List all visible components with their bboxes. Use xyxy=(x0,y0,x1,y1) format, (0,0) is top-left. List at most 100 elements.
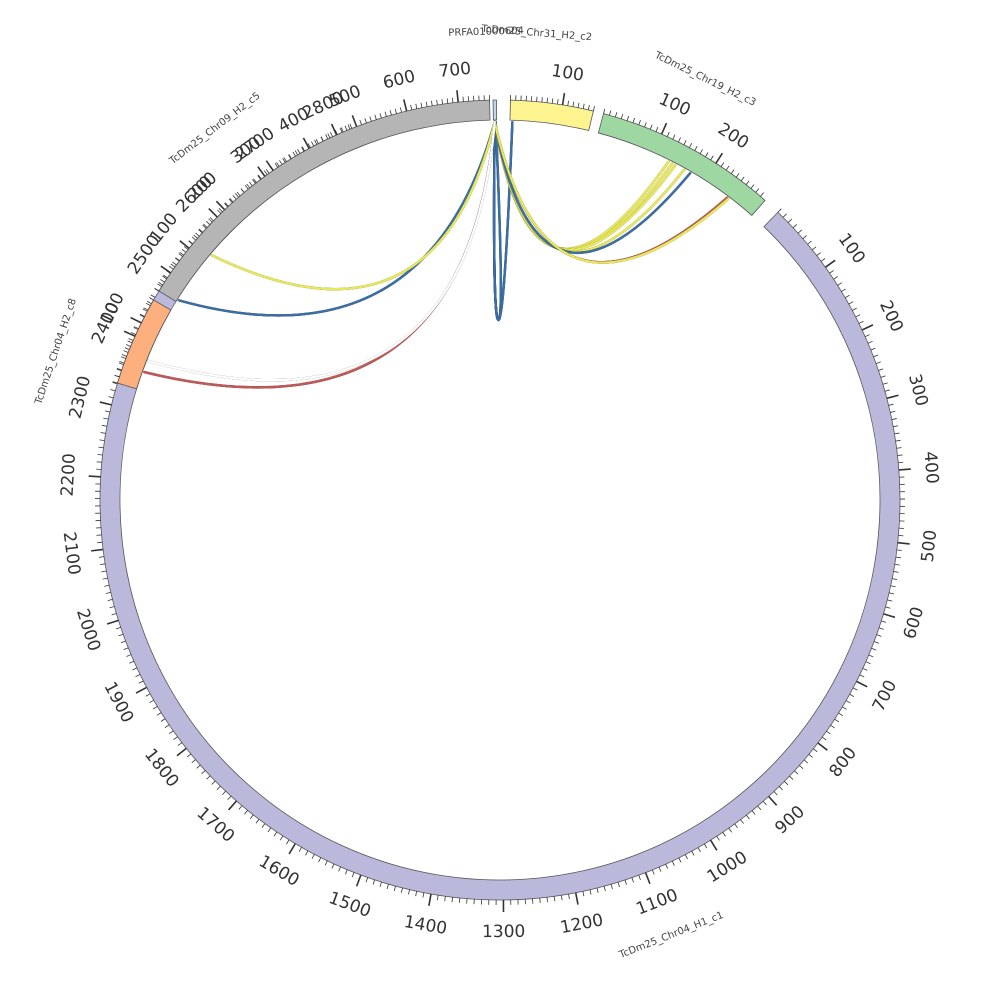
minor-tick xyxy=(892,578,898,580)
minor-tick xyxy=(838,712,843,717)
minor-tick xyxy=(890,410,896,413)
minor-tick xyxy=(311,854,315,859)
major-tick xyxy=(886,394,899,400)
minor-tick xyxy=(160,279,165,283)
minor-tick xyxy=(236,191,241,197)
minor-tick xyxy=(248,181,253,187)
minor-tick xyxy=(655,126,659,132)
minor-tick xyxy=(108,396,114,399)
minor-tick xyxy=(132,667,138,671)
minor-tick xyxy=(541,97,543,103)
minor-tick xyxy=(553,896,556,902)
minor-tick xyxy=(301,146,305,152)
major-tick xyxy=(897,541,910,545)
minor-tick xyxy=(114,374,120,378)
minor-tick xyxy=(415,103,418,109)
minor-tick xyxy=(875,361,881,364)
tick-label-c1: 400 xyxy=(920,451,942,485)
major-tick xyxy=(817,742,828,751)
minor-tick xyxy=(829,270,834,274)
tick-label-c1: 1500 xyxy=(326,888,374,922)
minor-tick xyxy=(273,831,278,837)
minor-tick xyxy=(246,183,251,189)
minor-tick xyxy=(379,881,382,887)
minor-tick xyxy=(458,897,461,903)
tick-label-c5: 500 xyxy=(326,82,363,112)
major-tick xyxy=(883,613,896,619)
minor-tick xyxy=(705,152,709,157)
minor-tick xyxy=(694,146,698,151)
tick-label-c1: 1700 xyxy=(193,803,239,847)
minor-tick xyxy=(610,884,613,890)
minor-tick xyxy=(325,134,329,140)
minor-tick xyxy=(359,119,362,125)
minor-tick xyxy=(626,115,630,121)
major-tick xyxy=(403,99,408,112)
minor-tick xyxy=(238,805,243,810)
minor-tick xyxy=(408,889,410,895)
minor-tick xyxy=(893,425,899,428)
minor-tick xyxy=(876,634,882,637)
major-tick xyxy=(715,152,724,164)
minor-tick xyxy=(868,654,874,658)
minor-tick xyxy=(257,175,261,180)
minor-tick xyxy=(830,724,835,729)
minor-tick xyxy=(349,123,353,129)
minor-tick xyxy=(596,887,599,894)
minor-tick xyxy=(331,863,335,869)
major-tick xyxy=(123,330,136,337)
minor-tick xyxy=(811,246,817,251)
link-12 xyxy=(147,120,496,382)
minor-tick xyxy=(603,108,606,114)
tick-label-c3: 100 xyxy=(656,89,694,120)
minor-tick xyxy=(347,124,351,130)
minor-tick xyxy=(884,389,890,392)
minor-tick xyxy=(400,887,403,893)
segment-c5 xyxy=(158,99,491,303)
minor-tick xyxy=(100,563,106,566)
minor-tick xyxy=(157,283,162,287)
minor-tick xyxy=(139,314,145,318)
link-6 xyxy=(493,120,692,255)
minor-tick xyxy=(263,170,268,175)
minor-tick xyxy=(891,418,897,420)
minor-tick xyxy=(871,647,877,651)
minor-tick xyxy=(803,759,809,764)
minor-tick xyxy=(878,627,884,630)
minor-tick xyxy=(890,585,896,588)
minor-tick xyxy=(209,217,214,222)
minor-tick xyxy=(191,759,196,764)
minor-tick xyxy=(666,131,670,137)
minor-tick xyxy=(97,541,103,544)
tick-label-c1: 800 xyxy=(825,743,861,781)
tick-label-c1: 600 xyxy=(900,605,928,642)
minor-tick xyxy=(125,344,131,347)
tick-label-c5: 700 xyxy=(438,59,472,82)
minor-tick xyxy=(782,213,787,218)
minor-tick xyxy=(188,240,193,245)
minor-tick xyxy=(145,693,151,697)
minor-tick xyxy=(436,895,439,901)
minor-tick xyxy=(887,599,893,602)
minor-tick xyxy=(560,895,563,901)
tick-label-c1: 1200 xyxy=(559,910,605,938)
minor-tick xyxy=(374,114,377,120)
minor-tick xyxy=(330,132,333,137)
minor-tick xyxy=(339,127,343,133)
minor-tick xyxy=(124,347,130,350)
minor-tick xyxy=(174,257,180,262)
minor-tick xyxy=(267,827,272,833)
tick-label-c1: 1100 xyxy=(633,885,681,919)
minor-tick xyxy=(107,599,113,602)
minor-tick xyxy=(126,654,132,657)
minor-tick xyxy=(425,101,428,107)
minor-tick xyxy=(224,203,229,208)
major-tick xyxy=(215,200,226,211)
major-tick xyxy=(856,680,868,688)
minor-tick xyxy=(279,835,284,841)
tick-label-c1: 1000 xyxy=(704,847,751,887)
minor-tick xyxy=(123,647,129,651)
minor-tick xyxy=(778,786,783,791)
minor-tick xyxy=(816,252,821,256)
minor-tick xyxy=(102,577,108,580)
